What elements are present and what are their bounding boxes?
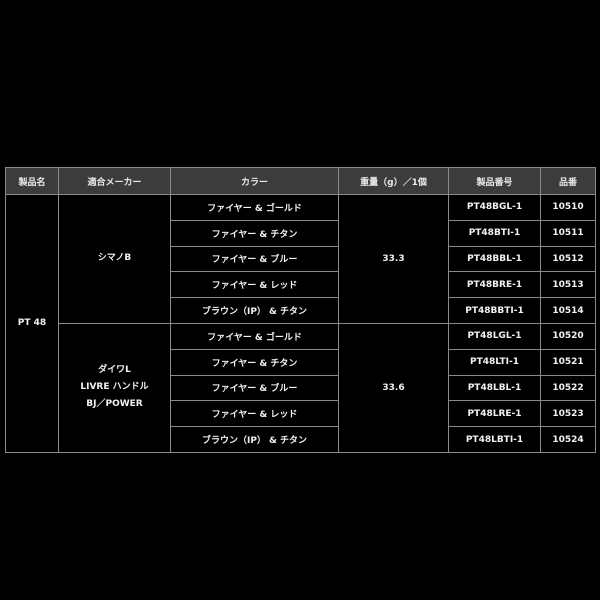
part-number-cell: 10522 [540,374,596,402]
color-cell: ブラウン（IP） & チタン [170,297,339,324]
part-number-cell: 10514 [540,297,596,324]
maker-cell: ダイワL LIVRE ハンドル BJ／POWER [58,322,171,453]
header-product-number: 製品番号 [448,167,541,195]
maker-line: ダイワL [98,365,131,376]
part-number-cell: 10521 [540,348,596,376]
part-number-cell: 10512 [540,245,596,273]
part-number-cell: 10511 [540,219,596,247]
table-row: ファイヤー & ブルー PT48BBL-1 10512 [6,245,596,273]
color-cell: ブラウン（IP） & チタン [170,426,339,453]
product-number-cell: PT48LBL-1 [448,374,541,402]
table-row: PT 48 シマノB ファイヤー & ゴールド 33.3 PT48BGL-1 10510 [5,194,596,453]
table-row: ファイヤー & チタン PT48LTI-1 10521 [6,348,596,376]
maker-cell: シマノB [58,194,171,324]
product-spec-table: 製品名 適合メーカー カラー 重量（g）／1個 製品番号 品番 PT 48 シマノ… [5,167,596,453]
header-color: カラー [170,167,339,195]
table-row: ブラウン（IP） & チタン PT48LBTI-1 10524 [6,426,596,453]
header-part-number: 品番 [540,167,596,195]
color-cell: ファイヤー & ブルー [170,374,339,402]
color-cell: ファイヤー & チタン [170,219,339,247]
part-number-cell: 10513 [540,271,596,299]
maker-line: シマノB [97,253,132,264]
part-number-cell: 10520 [540,322,596,350]
product-number-cell: PT48BBL-1 [448,245,541,273]
product-number-cell: PT48LRE-1 [448,400,541,428]
color-cell: ファイヤー & レッド [170,271,339,299]
table-row: ファイヤー & レッド PT48BRE-1 10513 [6,271,596,299]
part-number-cell: 10510 [540,194,596,221]
product-number-cell: PT48LBTI-1 [448,426,541,453]
part-number-cell: 10524 [540,426,596,453]
product-number-cell: PT48LTI-1 [448,348,541,376]
part-number-cell: 10523 [540,400,596,428]
product-number-cell: PT48BRE-1 [448,271,541,299]
maker-line: LIVRE ハンドル [80,382,149,393]
color-cell: ファイヤー & レッド [170,400,339,428]
maker-line: BJ／POWER [86,399,143,410]
weight-cell: 33.6 [338,322,449,453]
color-cell: ファイヤー & ブルー [170,245,339,273]
weight-cell: 33.3 [338,194,449,324]
header-weight: 重量（g）／1個 [338,167,449,195]
product-number-cell: PT48BBTI-1 [448,297,541,324]
product-name-cell: PT 48 [5,194,59,453]
table-row: ブラウン（IP） & チタン PT48BBTI-1 10514 [6,297,596,324]
table-row: ファイヤー & レッド PT48LRE-1 10523 [6,400,596,428]
color-cell: ファイヤー & ゴールド [170,194,339,221]
table-row: ファイヤー & ブルー PT48LBL-1 10522 [6,374,596,402]
table-row: ファイヤー & チタン PT48BTI-1 10511 [6,219,596,247]
product-number-cell: PT48BGL-1 [448,194,541,221]
header-maker: 適合メーカー [58,167,171,195]
color-cell: ファイヤー & チタン [170,348,339,376]
product-number-cell: PT48LGL-1 [448,322,541,350]
product-number-cell: PT48BTI-1 [448,219,541,247]
color-cell: ファイヤー & ゴールド [170,322,339,350]
header-product-name: 製品名 [5,167,59,195]
header-row: 製品名 適合メーカー カラー 重量（g）／1個 製品番号 品番 [5,167,596,195]
table-row: ダイワL LIVRE ハンドル BJ／POWER ファイヤー & ゴールド 33.6 PT… [6,322,596,453]
